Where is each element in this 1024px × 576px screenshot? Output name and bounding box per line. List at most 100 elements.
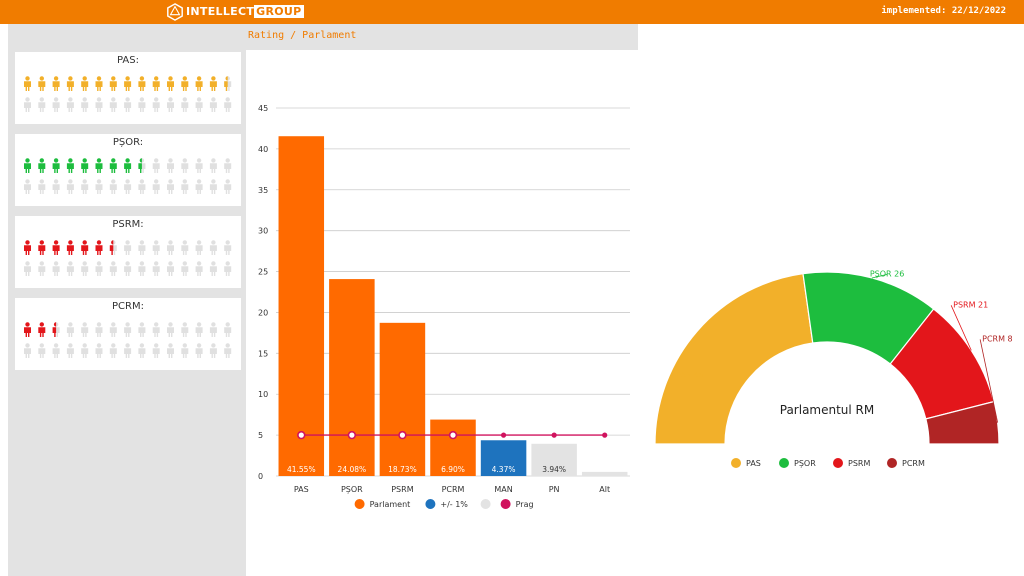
legend-swatch: [354, 499, 365, 509]
threshold-point: [297, 430, 306, 440]
threshold-point: [398, 430, 407, 440]
person-icon: [152, 343, 160, 358]
person-icon: [24, 158, 31, 173]
icon-card-title: PCRM:: [112, 301, 144, 312]
person-icon: [109, 97, 117, 112]
person-icon: [209, 179, 217, 194]
bar: [379, 322, 426, 476]
person-icon: [209, 97, 217, 112]
person-icon: [81, 240, 89, 255]
bar: [531, 443, 577, 476]
person-icon: [138, 97, 146, 112]
person-icon: [124, 97, 132, 112]
person-icon: [38, 343, 46, 358]
x-tick-label: Alt: [599, 485, 610, 494]
bar-chart: 0 5 10 15 20 25 30 35 40 45 41.55% PAS 24.08% PȘOR 18.…: [258, 104, 630, 509]
legend-label: PȘOR: [794, 459, 816, 469]
y-tick-label: 0: [258, 472, 263, 481]
person-icon: [167, 240, 174, 255]
person-icon: [167, 76, 174, 91]
y-tick-label: 10: [258, 390, 268, 399]
person-icon: [138, 322, 146, 337]
legend-item: Prag: [500, 499, 534, 509]
legend-label: +/- 1%: [440, 500, 468, 509]
person-icon: [195, 322, 203, 337]
y-tick-label: 20: [258, 308, 268, 317]
person-icon: [124, 261, 132, 276]
x-tick-label: PAS: [294, 485, 309, 494]
person-icon: [95, 97, 103, 112]
legend-label: PSRM: [848, 459, 870, 468]
legend-label: Parlament: [370, 500, 411, 509]
person-icon: [209, 343, 217, 358]
person-icon: [152, 261, 160, 276]
person-icon: [224, 322, 232, 337]
legend-swatch: [731, 458, 741, 468]
person-icon: [124, 343, 132, 358]
person-icon: [66, 179, 74, 194]
person-icon: [138, 343, 146, 358]
x-tick-label: PSRM: [391, 485, 413, 494]
person-icon: [152, 76, 160, 91]
threshold-point: [602, 432, 608, 438]
x-tick-label: PȘOR: [341, 485, 363, 495]
person-icon: [167, 343, 174, 358]
person-icon: [224, 158, 232, 173]
person-icon: [195, 343, 203, 358]
person-icon: [52, 179, 60, 194]
person-icon: [95, 261, 103, 276]
data-label: 3.94%: [542, 465, 566, 474]
bar: [329, 279, 375, 476]
icon-card-psor: PȘOR:: [15, 134, 241, 206]
person-icon: [66, 158, 74, 173]
person-icon: [109, 76, 117, 91]
person-icon: [24, 261, 31, 276]
person-icon: [124, 322, 132, 337]
person-icon: [152, 97, 160, 112]
threshold-point: [551, 432, 557, 438]
person-icon: [195, 97, 203, 112]
person-icon: [195, 179, 203, 194]
person-icon: [38, 97, 46, 112]
person-icon: [38, 179, 46, 194]
person-icon: [209, 322, 217, 337]
person-icon: [138, 76, 146, 91]
legend-item: PȘOR: [779, 458, 816, 469]
person-icon: [224, 261, 232, 276]
person-icon: [81, 158, 89, 173]
person-icon: [152, 240, 160, 255]
person-icon: [52, 97, 60, 112]
person-icon: [138, 240, 146, 255]
person-icon: [38, 240, 46, 255]
legend-swatch: [833, 458, 843, 468]
person-icon: [95, 343, 103, 358]
person-icon: [24, 97, 31, 112]
icon-card-title: PȘOR:: [112, 137, 144, 148]
subtitle: Rating / Parlament: [248, 30, 357, 41]
people-icon-grid: [24, 322, 232, 358]
person-icon: [124, 179, 132, 194]
person-icon: [95, 158, 103, 173]
bar: [278, 136, 325, 477]
person-icon: [195, 158, 203, 173]
person-icon: [124, 158, 132, 173]
legend-label: PCRM: [902, 459, 925, 468]
x-tick-label: PCRM: [442, 485, 465, 494]
person-icon: [181, 322, 189, 337]
person-icon: [209, 240, 217, 255]
person-icon: [38, 158, 46, 173]
person-icon: [209, 261, 217, 276]
top-bar: INTELLECT GROUP implemented: 22/12/2022: [0, 0, 1024, 24]
icon-card-pas: PAS:: [15, 52, 241, 124]
implemented-date: implemented: 22/12/2022: [881, 6, 1006, 16]
bar: [480, 440, 527, 476]
person-icon: [181, 240, 189, 255]
person-icon: [52, 76, 60, 91]
person-icon: [181, 97, 189, 112]
icon-card-title: PAS:: [117, 55, 139, 66]
legend-item: [480, 499, 491, 509]
person-icon: [181, 179, 189, 194]
person-icon: [52, 158, 60, 173]
person-icon: [81, 76, 89, 91]
y-tick-label: 40: [258, 145, 268, 154]
